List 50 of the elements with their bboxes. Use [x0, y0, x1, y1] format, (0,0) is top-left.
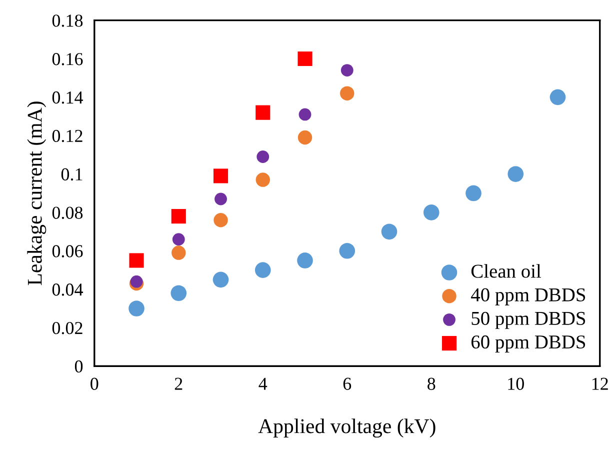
point	[256, 172, 270, 187]
point	[340, 64, 354, 76]
x-tick-label: 2	[174, 378, 182, 390]
point	[340, 86, 354, 100]
point	[254, 262, 271, 278]
y-tick-label: 0.18	[52, 14, 83, 27]
point	[256, 105, 270, 120]
point	[550, 89, 566, 106]
y-tick-label: 0.02	[52, 322, 82, 334]
point	[213, 168, 228, 184]
point	[171, 209, 186, 224]
point	[298, 51, 312, 66]
point	[128, 300, 144, 316]
legend-label: 60 ppm DBDS	[471, 335, 586, 353]
y-tick-label: 0.14	[52, 91, 83, 104]
x-tick-label: 10	[508, 378, 524, 390]
point	[214, 213, 228, 228]
point	[381, 224, 398, 240]
y-tick-label: 0.04	[52, 284, 83, 296]
x-tick-label: 6	[343, 378, 352, 390]
y-tick-label: 0.16	[52, 53, 83, 66]
point	[256, 150, 270, 163]
y-tick-label: 0.08	[52, 206, 83, 219]
legend-label: 50 ppm DBDS	[472, 312, 586, 329]
point	[339, 242, 356, 259]
point	[423, 204, 440, 220]
y-tick-label: 0.12	[52, 130, 82, 142]
point	[129, 253, 144, 268]
point	[212, 272, 229, 288]
x-axis-title: Applied voltage (kV)	[258, 418, 436, 438]
point	[130, 275, 143, 288]
point	[172, 246, 186, 260]
point	[508, 166, 524, 182]
point	[297, 252, 313, 268]
x-tick-label: 8	[428, 378, 436, 390]
y-tick-label: 0	[74, 360, 83, 373]
y-axis-title: Leakage current (mA)	[27, 102, 46, 286]
point	[298, 108, 312, 121]
point	[172, 233, 185, 246]
y-tick-label: 0.1	[61, 168, 82, 181]
y-tick-label: 0.06	[52, 245, 83, 258]
legend-label: 40 ppm DBDS	[471, 288, 586, 306]
point	[466, 185, 482, 202]
point	[170, 285, 187, 302]
legend-label: Clean oil	[471, 264, 542, 278]
point	[298, 130, 312, 145]
x-tick-label: 4	[258, 378, 268, 390]
x-tick-label: 0	[90, 378, 98, 390]
x-tick-label: 12	[592, 378, 608, 390]
point	[214, 192, 227, 206]
